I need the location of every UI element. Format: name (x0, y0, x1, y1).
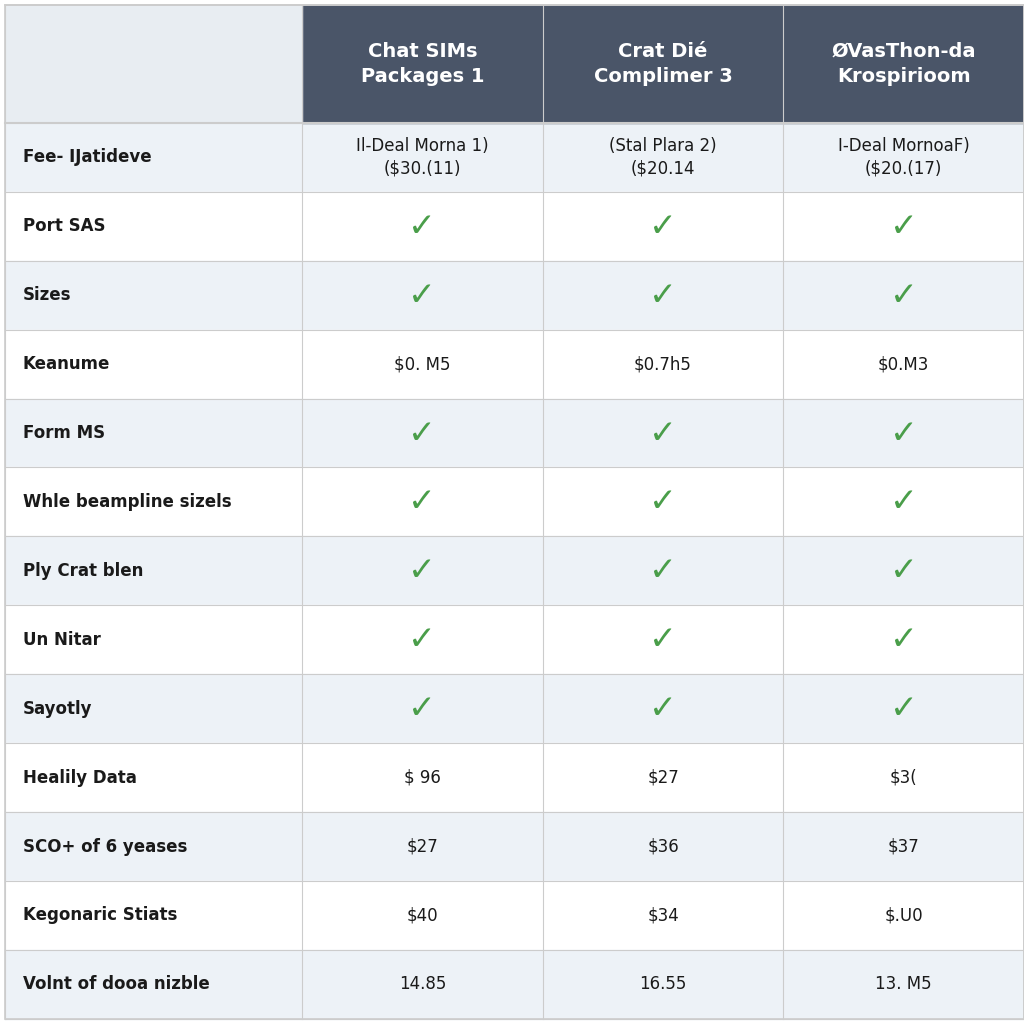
Bar (302, 5, 1024, 123)
Text: ✓: ✓ (890, 210, 918, 243)
Bar (5, 468, 1024, 537)
Text: ✓: ✓ (890, 624, 918, 656)
Text: Sizes: Sizes (23, 286, 72, 304)
Text: $ 96: $ 96 (403, 769, 441, 786)
Text: $3(: $3( (890, 769, 918, 786)
Bar (5, 5, 302, 123)
Text: Kegonaric Stiats: Kegonaric Stiats (23, 906, 177, 925)
Bar (5, 330, 1024, 398)
Text: ✓: ✓ (409, 417, 436, 450)
Text: Volnt of dooa nizble: Volnt of dooa nizble (23, 976, 210, 993)
Text: Keanume: Keanume (23, 355, 111, 373)
Text: ✓: ✓ (649, 417, 677, 450)
Text: (Stal Plara 2)
($20.14: (Stal Plara 2) ($20.14 (609, 137, 717, 177)
Text: $0.7h5: $0.7h5 (634, 355, 692, 373)
Bar (5, 605, 1024, 674)
Text: Ply Crat blen: Ply Crat blen (23, 562, 143, 580)
Text: ØVasThon-da
Krospirioom: ØVasThon-da Krospirioom (831, 42, 976, 86)
Bar (5, 537, 1024, 605)
Text: Crat Dié
Complimer 3: Crat Dié Complimer 3 (594, 42, 732, 86)
Text: $0.M3: $0.M3 (878, 355, 930, 373)
Text: Sayotly: Sayotly (23, 699, 92, 718)
Bar (5, 743, 1024, 812)
Text: ✓: ✓ (890, 417, 918, 450)
Text: ✓: ✓ (409, 210, 436, 243)
Text: ✓: ✓ (649, 692, 677, 725)
Text: $.U0: $.U0 (885, 906, 923, 925)
Text: ✓: ✓ (409, 624, 436, 656)
Bar (5, 674, 1024, 743)
Text: ✓: ✓ (649, 554, 677, 588)
Text: ✓: ✓ (409, 692, 436, 725)
Text: $36: $36 (647, 838, 679, 856)
Text: ✓: ✓ (890, 485, 918, 518)
Text: I-Deal MornoaF)
($20.(17): I-Deal MornoaF) ($20.(17) (838, 137, 970, 177)
Text: Form MS: Form MS (23, 424, 105, 442)
Text: 14.85: 14.85 (398, 976, 446, 993)
Text: SCO+ of 6 yeases: SCO+ of 6 yeases (23, 838, 187, 856)
Text: ✓: ✓ (409, 485, 436, 518)
Bar (5, 123, 1024, 191)
Text: $34: $34 (647, 906, 679, 925)
Text: 13. M5: 13. M5 (876, 976, 932, 993)
Text: ✓: ✓ (409, 279, 436, 311)
Bar (5, 950, 1024, 1019)
Text: $40: $40 (407, 906, 438, 925)
Text: $0. M5: $0. M5 (394, 355, 451, 373)
Text: Fee- IJatideve: Fee- IJatideve (23, 148, 152, 166)
Text: $27: $27 (647, 769, 679, 786)
Bar (5, 261, 1024, 330)
Bar (5, 398, 1024, 468)
Text: ✓: ✓ (890, 554, 918, 588)
Bar (5, 812, 1024, 881)
Text: ✓: ✓ (409, 554, 436, 588)
Bar (5, 191, 1024, 261)
Text: 16.55: 16.55 (639, 976, 687, 993)
Text: Il-Deal Morna 1)
($30.(11): Il-Deal Morna 1) ($30.(11) (356, 137, 488, 177)
Text: $37: $37 (888, 838, 920, 856)
Text: ✓: ✓ (649, 624, 677, 656)
Text: ✓: ✓ (649, 485, 677, 518)
Text: ✓: ✓ (890, 279, 918, 311)
Text: Healily Data: Healily Data (23, 769, 137, 786)
Text: ✓: ✓ (649, 279, 677, 311)
Text: Whle beampline sizels: Whle beampline sizels (23, 493, 231, 511)
Bar (5, 881, 1024, 950)
Text: ✓: ✓ (649, 210, 677, 243)
Text: ✓: ✓ (890, 692, 918, 725)
Text: $27: $27 (407, 838, 438, 856)
Text: Port SAS: Port SAS (23, 217, 105, 236)
Text: Un Nitar: Un Nitar (23, 631, 100, 649)
Text: Chat SIMs
Packages 1: Chat SIMs Packages 1 (360, 42, 484, 86)
